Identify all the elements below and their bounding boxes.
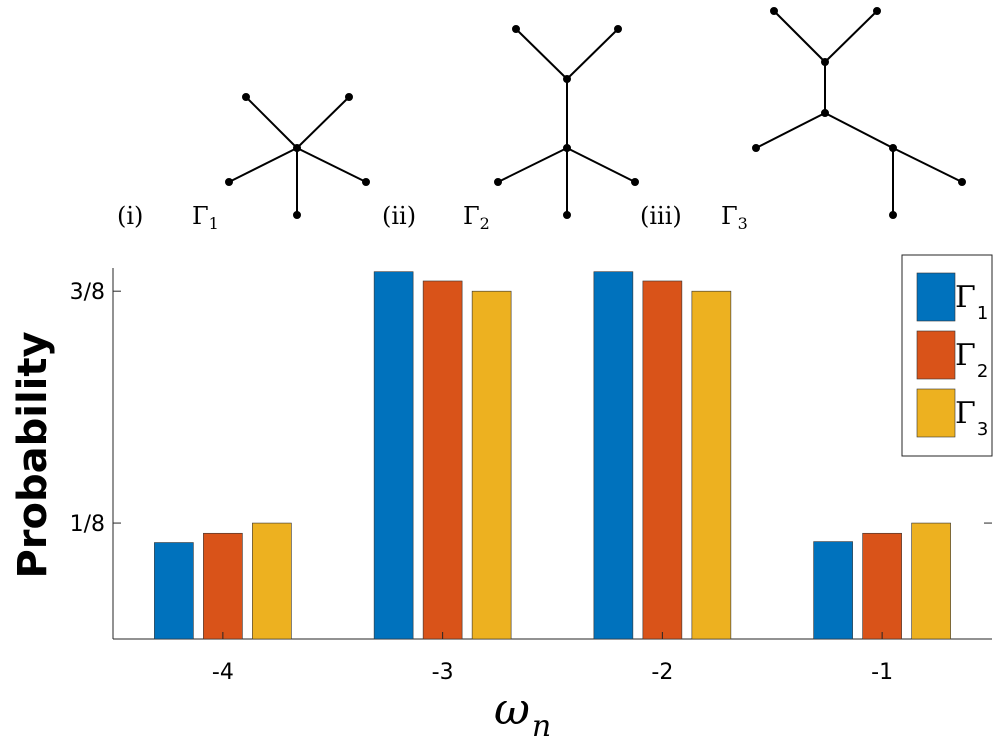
graph-gamma-3-drawing [752,7,966,219]
bar-series-3-category-3 [691,290,732,640]
legend-swatch-2 [916,330,956,380]
y-tick-label: 1/8 [70,512,105,537]
axes [112,268,992,640]
bar-series-1-category-1 [154,542,194,640]
bar-series-3-category-1 [252,522,292,640]
bar-series-2-category-1 [203,532,243,640]
graph-3-roman-label: (iii) [640,202,682,230]
legend: Γ1 Γ2 Γ3 [901,254,993,457]
x-tick-label: -1 [871,660,893,685]
graph-illustrations: (i) Γ1 (ii) Γ2 (iii) Γ3 [117,7,966,233]
bar-series-2-category-4 [862,532,902,640]
bar-series-3-category-2 [471,290,512,640]
legend-label-2: Γ2 [955,338,988,382]
graph-3-name: Γ3 [721,202,748,233]
graph-gamma-2-drawing [494,25,639,219]
x-tick-label: -2 [651,660,673,685]
graph-1-name: Γ1 [192,202,219,233]
legend-swatch-1 [916,272,956,322]
y-tick-label: 3/8 [70,280,105,305]
graph-1-roman-label: (i) [117,202,143,230]
bar-series-3-category-4 [911,522,951,640]
graph-2-name: Γ2 [463,202,490,233]
tick-labels: -4 -3 -2 -1 1/8 3/8 [70,280,992,685]
x-tick-label: -4 [212,660,234,685]
legend-swatch-3 [916,388,956,438]
bar-series-2-category-2 [422,280,463,640]
legend-label-1: Γ1 [955,280,988,324]
graph-gamma-1-drawing [225,93,370,219]
bars [154,271,951,640]
x-tick-label: -3 [432,660,454,685]
x-axis-label: ωn [494,684,551,741]
bar-series-1-category-2 [373,271,414,640]
bar-series-1-category-3 [593,271,634,640]
bar-series-1-category-4 [813,541,853,640]
bar-series-2-category-3 [642,280,683,640]
legend-label-3: Γ3 [955,396,988,440]
y-axis-label: Probability [10,331,56,578]
graph-2-roman-label: (ii) [382,202,416,230]
